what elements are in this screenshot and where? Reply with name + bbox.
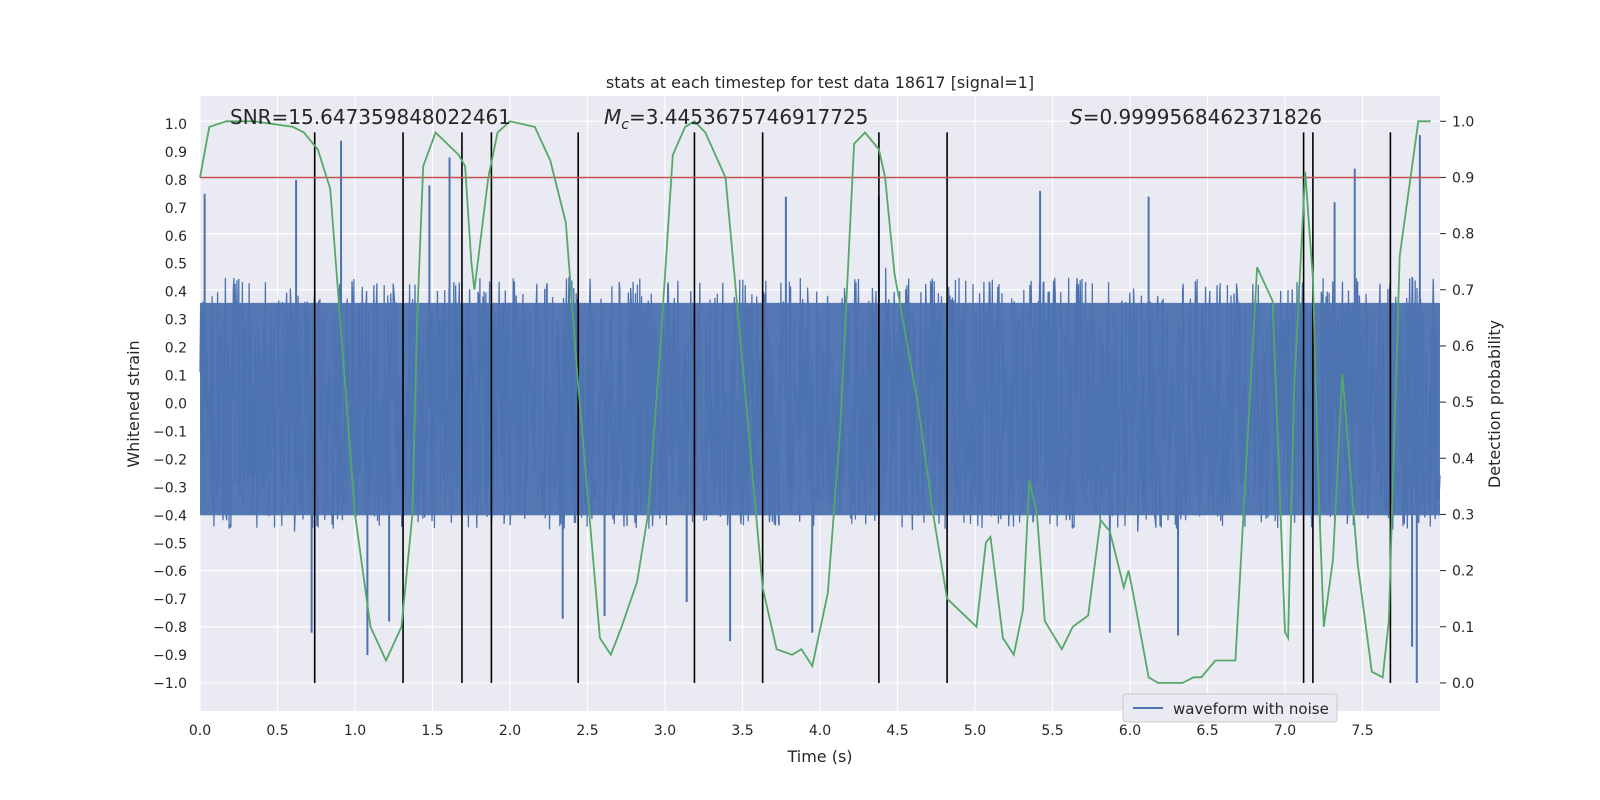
right-y-axis-label: Detection probability [1485,320,1504,488]
right-y-tick-label: 0.6 [1452,339,1474,355]
left-y-tick-label: −0.3 [153,480,187,496]
right-y-tick-label: 1.0 [1452,114,1474,130]
left-y-tick-label: 0.2 [165,341,187,357]
chirp-mass-symbol: M [604,105,621,129]
x-tick-label: 4.5 [886,723,908,739]
chirp-mass-value: =3.4453675746917725 [629,105,868,129]
x-tick-label: 7.5 [1351,723,1373,739]
x-tick-label: 1.0 [344,723,366,739]
x-tick-label: 0.0 [189,723,211,739]
chirp-mass-subscript: c [621,117,629,133]
right-y-tick-label: 0.9 [1452,170,1474,186]
snr-annotation: SNR=15.647359848022461 [230,105,511,129]
x-tick-label: 7.0 [1274,723,1296,739]
right-y-tick-label: 0.1 [1452,620,1474,636]
x-tick-label: 3.5 [731,723,753,739]
right-y-tick-label: 0.8 [1452,227,1474,243]
left-y-tick-label: 0.5 [165,257,187,273]
x-tick-label: 4.0 [809,723,831,739]
right-y-axis-ticks: 1.0 0.9 0.8 0.7 0.6 0.5 0.4 0.3 0.2 0.1 0.0 [1440,114,1474,692]
left-y-tick-label: 0.9 [165,145,187,161]
right-y-tick-label: 0.4 [1452,451,1474,467]
left-y-tick-label: −0.9 [153,648,187,664]
x-axis-ticks: 0.0 0.5 1.0 1.5 2.0 2.5 3.0 3.5 4.0 4.5 5.0 5.5 6.0 6… [189,723,1374,739]
x-tick-label: 0.5 [266,723,288,739]
right-y-tick-label: 0.3 [1452,507,1474,523]
x-tick-label: 5.0 [964,723,986,739]
left-y-axis-label: Whitened strain [124,340,143,467]
legend-entry-waveform: waveform with noise [1173,700,1329,718]
waveform-series [199,135,1441,684]
x-tick-label: 2.0 [499,723,521,739]
left-y-tick-label: −0.8 [153,620,187,636]
chart-title: stats at each timestep for test data 186… [606,73,1034,92]
x-axis-label: Time (s) [786,747,852,766]
left-y-tick-label: 0.1 [165,369,187,385]
left-y-axis-ticks: 1.0 0.9 0.8 0.7 0.6 0.5 0.4 0.3 0.2 0.1 0.0 −0.1 −0.… [153,117,187,692]
right-y-tick-label: 0.7 [1452,283,1474,299]
detection-probability-series [199,120,1431,684]
left-y-tick-label: −0.5 [153,536,187,552]
chirp-mass-annotation: Mc=3.4453675746917725 [604,105,868,133]
left-y-tick-label: 0.0 [165,397,187,413]
waveform-dense-band [200,302,1440,516]
left-y-tick-label: −0.7 [153,592,187,608]
x-tick-label: 2.5 [576,723,598,739]
left-y-tick-label: 1.0 [165,117,187,133]
left-y-tick-label: 0.8 [165,173,187,189]
left-y-tick-label: −0.4 [153,508,187,524]
significance-symbol: S [1070,105,1083,129]
x-tick-label: 5.5 [1041,723,1063,739]
x-tick-label: 6.0 [1119,723,1141,739]
significance-value: =0.9999568462371826 [1083,105,1322,129]
right-y-tick-label: 0.0 [1452,676,1474,692]
right-y-tick-label: 0.5 [1452,395,1474,411]
left-y-tick-label: 0.6 [165,229,187,245]
left-y-tick-label: 0.7 [165,201,187,217]
right-y-tick-label: 0.2 [1452,564,1474,580]
left-y-tick-label: −0.1 [153,424,187,440]
left-y-tick-label: −0.6 [153,564,187,580]
x-tick-label: 6.5 [1196,723,1218,739]
legend: waveform with noise [1122,693,1338,723]
left-y-tick-label: −1.0 [153,676,187,692]
significance-annotation: S=0.9999568462371826 [1070,105,1322,129]
left-y-tick-label: −0.2 [153,452,187,468]
probability-line [199,120,1431,684]
left-y-tick-label: 0.3 [165,313,187,329]
legend-box [1122,693,1338,723]
x-tick-label: 1.5 [421,723,443,739]
x-tick-label: 3.0 [654,723,676,739]
left-y-tick-label: 0.4 [165,285,187,301]
